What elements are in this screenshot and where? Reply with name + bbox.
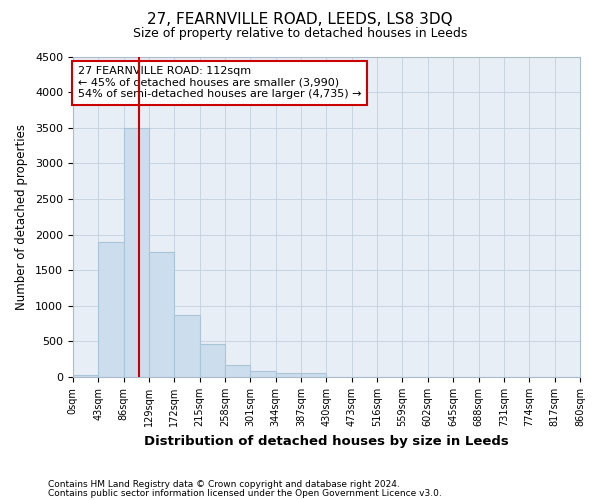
Bar bbox=[124, 128, 149, 377]
Text: Contains public sector information licensed under the Open Government Licence v3: Contains public sector information licen… bbox=[48, 488, 442, 498]
Bar bbox=[149, 252, 174, 377]
Text: Size of property relative to detached houses in Leeds: Size of property relative to detached ho… bbox=[133, 28, 467, 40]
Bar bbox=[98, 242, 124, 377]
Bar bbox=[200, 344, 225, 377]
Bar bbox=[174, 315, 200, 377]
Bar bbox=[73, 375, 98, 377]
Bar bbox=[275, 373, 301, 377]
Bar bbox=[250, 370, 275, 377]
Text: 27 FEARNVILLE ROAD: 112sqm
← 45% of detached houses are smaller (3,990)
54% of s: 27 FEARNVILLE ROAD: 112sqm ← 45% of deta… bbox=[78, 66, 361, 100]
Bar bbox=[301, 373, 326, 377]
Text: Contains HM Land Registry data © Crown copyright and database right 2024.: Contains HM Land Registry data © Crown c… bbox=[48, 480, 400, 489]
Bar bbox=[225, 365, 250, 377]
Text: 27, FEARNVILLE ROAD, LEEDS, LS8 3DQ: 27, FEARNVILLE ROAD, LEEDS, LS8 3DQ bbox=[147, 12, 453, 28]
Y-axis label: Number of detached properties: Number of detached properties bbox=[15, 124, 28, 310]
X-axis label: Distribution of detached houses by size in Leeds: Distribution of detached houses by size … bbox=[144, 434, 509, 448]
